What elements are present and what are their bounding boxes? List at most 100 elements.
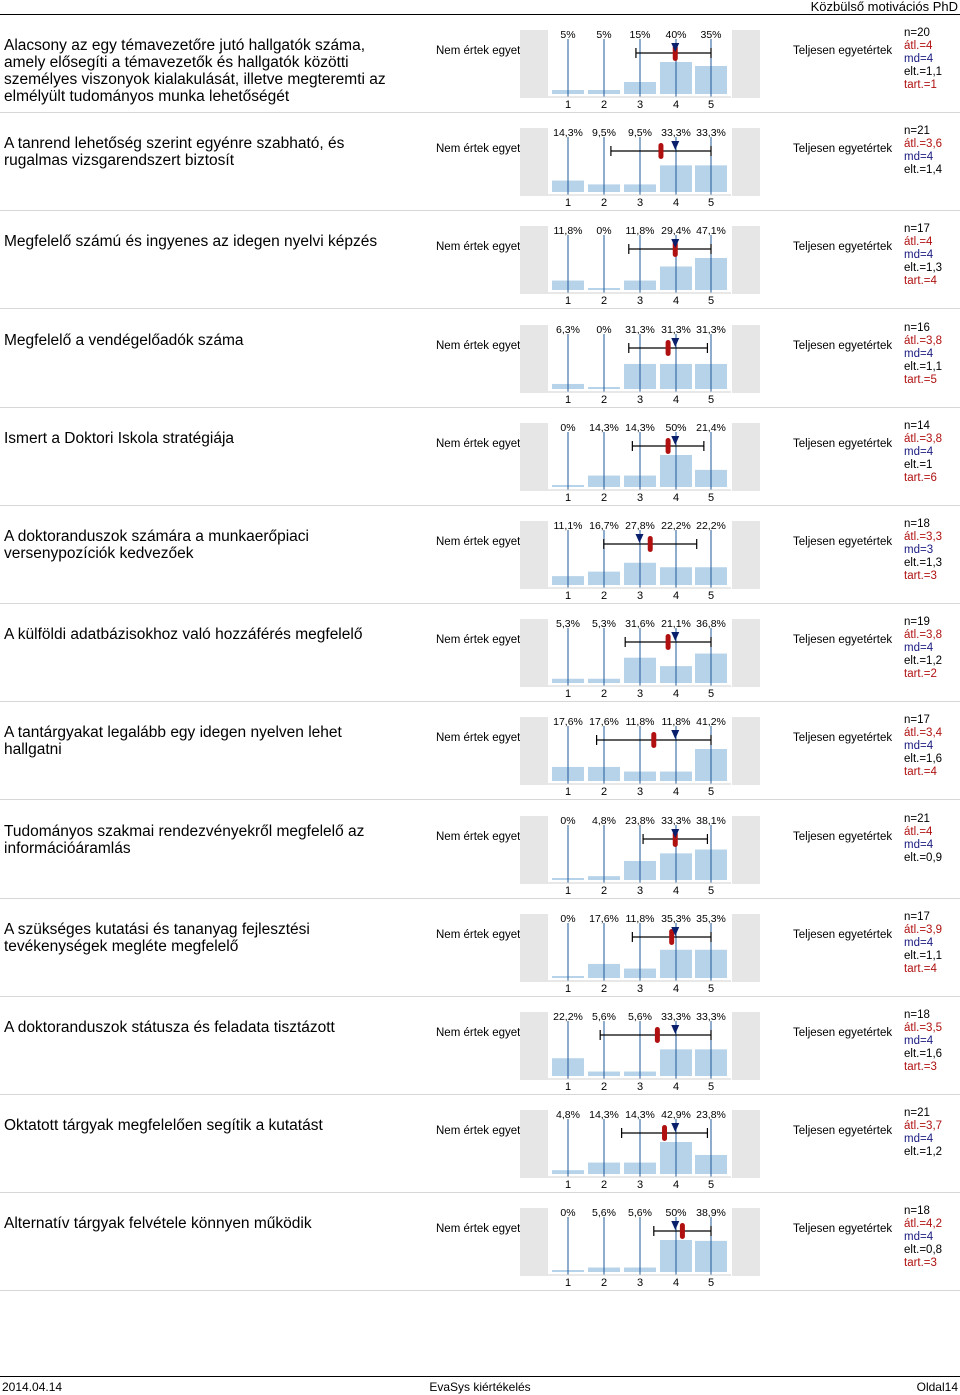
stat-abstention: tart.=2 — [904, 668, 937, 681]
percent-label: 35,3% — [696, 913, 726, 925]
stat-mean: átl.=4,2 — [904, 1218, 943, 1231]
tick-label: 2 — [601, 99, 607, 111]
distribution-svg: 0% 14,3% 14,3% 50% 21,4% 1 2 3 4 5 — [520, 422, 760, 504]
mean-marker — [669, 928, 675, 945]
percent-label: 29,4% — [661, 225, 691, 237]
percent-label: 21,4% — [696, 422, 726, 434]
scale-right-label: Teljesen egyetértek — [793, 1223, 893, 1236]
mean-marker — [665, 634, 671, 651]
stats-block: n=17 átl.=3,9 md=4 elt.=1,1 tart.=4 — [904, 911, 942, 976]
stat-mean: átl.=3,8 — [904, 432, 943, 445]
tick-label: 4 — [673, 1277, 679, 1289]
stat-mean: átl.=3,9 — [904, 923, 943, 936]
tick-label: 1 — [565, 983, 571, 995]
percent-label: 31,3% — [696, 324, 726, 336]
tick-label: 2 — [601, 394, 607, 406]
tick-label: 5 — [708, 1179, 714, 1191]
tick-label: 4 — [673, 1179, 679, 1191]
stat-n: n=20 — [904, 27, 930, 39]
scale-right-label: Teljesen egyetértek — [793, 830, 893, 843]
percent-label: 31,3% — [661, 324, 691, 336]
stat-n: n=18 — [904, 518, 930, 530]
stat-sd: elt.=1 — [904, 458, 933, 471]
question-text: A tantárgyakat legalább egy idegen nyelv… — [4, 724, 342, 759]
tick-label: 3 — [637, 197, 643, 209]
percent-label: 33,3% — [661, 127, 691, 139]
stats-block: n=18 átl.=3,5 md=4 elt.=1,6 tart.=3 — [904, 1009, 942, 1074]
tick-label: 5 — [708, 1081, 714, 1093]
question-text: Ismert a Doktori Iskola stratégiája — [4, 429, 235, 447]
right-side-panel — [732, 30, 760, 98]
stat-n: n=21 — [904, 812, 930, 825]
right-side-panel — [732, 1110, 760, 1179]
question-row: Alacsony az egy témavezetőre jutó hallga… — [0, 15, 960, 113]
stat-n: n=14 — [904, 419, 930, 432]
right-side-panel — [732, 422, 760, 491]
mean-marker — [658, 143, 664, 160]
percent-label: 15% — [629, 29, 650, 41]
stat-median: md=4 — [904, 53, 934, 65]
percent-label: 50% — [665, 422, 686, 434]
stat-median: md=4 — [904, 936, 934, 949]
scale-left-label: Nem értek egyet — [436, 1027, 521, 1039]
mean-marker — [654, 1027, 660, 1043]
percent-label: 0% — [596, 324, 611, 336]
stat-median: md=4 — [904, 642, 934, 655]
stat-median: md=4 — [904, 445, 934, 458]
question-text: Megfelelő számú és ingyenes az idegen ny… — [4, 233, 378, 251]
left-side-panel — [520, 717, 548, 786]
right-side-panel — [732, 1012, 760, 1080]
percent-label: 9,5% — [592, 127, 616, 139]
stat-sd: elt.=1,3 — [904, 557, 943, 569]
row-divider — [0, 406, 960, 408]
percent-label: 33,3% — [696, 1011, 726, 1023]
median-marker — [671, 926, 680, 936]
row-divider — [0, 504, 960, 506]
tick-label: 1 — [565, 197, 571, 209]
percent-label: 38,9% — [696, 1207, 726, 1219]
question-row: Oktatott tárgyak megfelelően segítik a k… — [0, 1095, 960, 1194]
tick-label: 3 — [637, 1081, 643, 1093]
median-marker — [671, 141, 680, 151]
tick-label: 5 — [708, 1277, 714, 1289]
percent-label: 14,3% — [625, 422, 655, 434]
percent-label: 0% — [560, 1207, 575, 1219]
percent-label: 0% — [596, 225, 611, 237]
scale-left-label: Nem értek egyet — [436, 1223, 521, 1236]
row-divider — [0, 210, 960, 212]
percent-label: 14,3% — [589, 1109, 619, 1121]
stat-mean: átl.=4 — [904, 825, 933, 838]
stat-n: n=21 — [904, 125, 930, 138]
tick-label: 4 — [673, 197, 679, 209]
mean-marker — [662, 1125, 668, 1142]
question-text: A szükséges kutatási és tananyag fejlesz… — [4, 920, 310, 955]
right-side-panel — [732, 913, 760, 982]
median-marker — [671, 730, 680, 740]
row-divider — [0, 799, 960, 801]
scale-left-label: Nem értek egyet — [436, 732, 521, 745]
question-text: A tanrend lehetőség szerint egyénre szab… — [4, 135, 345, 170]
tick-label: 5 — [708, 983, 714, 995]
tick-label: 4 — [673, 983, 679, 995]
stat-mean: átl.=3,8 — [904, 334, 943, 347]
stats-block: n=17 átl.=4 md=4 elt.=1,3 tart.=4 — [904, 223, 942, 288]
scale-left-label: Nem értek egyet — [436, 241, 521, 254]
tick-label: 1 — [565, 394, 571, 406]
question-text: Tudományos szakmai rendezvényekről megfe… — [4, 822, 365, 857]
percent-label: 31,6% — [625, 618, 655, 630]
percent-label: 17,6% — [553, 716, 583, 728]
report-header-title: Közbülső motivációs PhD — [810, 0, 958, 14]
left-side-panel — [520, 30, 548, 98]
scale-right-label: Teljesen egyetértek — [793, 339, 893, 352]
stat-mean: átl.=3,3 — [904, 531, 943, 543]
row-divider — [0, 1192, 960, 1194]
stat-abstention: tart.=3 — [904, 1061, 937, 1073]
percent-label: 0% — [560, 422, 575, 434]
row-divider — [0, 1094, 960, 1095]
percent-label: 0% — [560, 815, 575, 827]
stat-mean: átl.=3,8 — [904, 629, 943, 642]
tick-label: 1 — [565, 99, 571, 111]
percent-label: 31,3% — [625, 324, 655, 336]
tick-label: 1 — [565, 885, 571, 897]
distribution-svg: 11,8% 0% 11,8% 29,4% 47,1% 1 2 3 4 5 — [520, 225, 760, 307]
